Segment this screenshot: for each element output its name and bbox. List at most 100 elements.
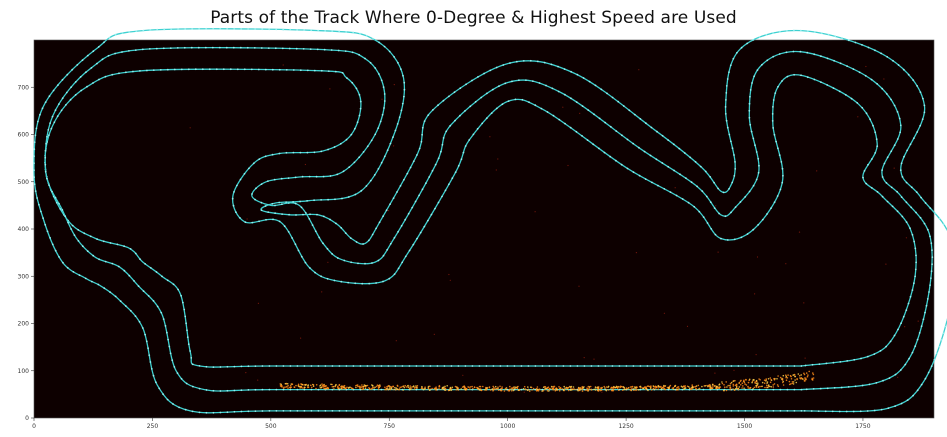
track-point <box>806 30 809 32</box>
track-point <box>92 254 95 257</box>
track-point <box>331 410 334 412</box>
speed-point <box>776 384 779 386</box>
track-point <box>233 410 236 413</box>
track-point <box>124 305 127 307</box>
speed-point <box>704 385 707 387</box>
track-point <box>288 47 291 50</box>
track-point <box>34 190 37 193</box>
y-tick-label: 100 <box>18 368 30 375</box>
track-point <box>893 334 896 337</box>
track-point <box>875 138 878 141</box>
speed-point <box>435 386 437 389</box>
track-point <box>57 84 59 86</box>
noise-point <box>393 145 395 147</box>
track-point <box>146 69 148 72</box>
track-point <box>649 154 652 157</box>
track-point <box>724 215 727 218</box>
speed-point <box>763 379 766 382</box>
track-point <box>793 365 796 367</box>
track-point <box>709 176 712 178</box>
speed-point <box>514 387 517 389</box>
speed-point <box>563 388 566 391</box>
track-point <box>285 201 287 204</box>
speed-point <box>352 387 354 390</box>
track-point <box>881 176 884 178</box>
track-point <box>310 388 313 391</box>
speed-point <box>724 386 726 389</box>
speed-point <box>790 378 793 380</box>
speed-point <box>607 389 610 391</box>
track-point <box>354 193 357 196</box>
speed-point <box>777 385 780 388</box>
speed-point <box>429 388 431 391</box>
speed-point <box>808 370 810 373</box>
track-point <box>588 80 591 83</box>
track-point <box>688 410 691 412</box>
speed-point <box>438 388 440 390</box>
track-point <box>655 158 658 161</box>
track-point <box>866 355 869 358</box>
speed-point <box>559 386 562 389</box>
track-point <box>515 60 518 63</box>
track-point <box>883 162 886 165</box>
speed-point <box>691 388 693 391</box>
speed-point <box>793 373 796 376</box>
noise-point <box>395 340 397 342</box>
track-point <box>406 172 409 175</box>
track-point <box>198 27 201 30</box>
track-point <box>375 227 377 230</box>
track-point <box>716 410 719 412</box>
track-point <box>725 92 728 94</box>
track-point <box>404 255 407 258</box>
track-point <box>33 148 36 151</box>
track-point <box>198 411 201 414</box>
track-point <box>243 172 246 175</box>
track-point <box>726 78 729 80</box>
speed-point <box>794 375 796 378</box>
speed-point <box>402 385 404 388</box>
speed-point <box>744 383 746 385</box>
track-point <box>793 29 795 32</box>
track-point <box>672 143 675 146</box>
track-point <box>506 365 509 367</box>
track-point <box>900 196 903 199</box>
speed-point <box>394 386 396 389</box>
track-point <box>324 365 327 367</box>
track-point <box>746 233 749 235</box>
speed-point <box>782 374 785 377</box>
track-point <box>820 32 823 35</box>
track-point <box>128 31 131 33</box>
track-point <box>341 197 343 200</box>
track-point <box>54 249 57 252</box>
track-point <box>299 69 302 72</box>
track-point <box>268 28 271 31</box>
track-point <box>541 410 544 412</box>
track-point <box>734 206 737 209</box>
track-point <box>380 79 383 82</box>
track-point <box>185 322 188 325</box>
speed-point <box>416 387 418 389</box>
track-point <box>681 198 684 200</box>
track-point <box>673 169 675 172</box>
track-point <box>930 365 933 368</box>
track-point <box>748 102 751 105</box>
speed-point <box>421 387 424 390</box>
speed-point <box>617 386 619 388</box>
track-point <box>694 161 697 163</box>
track-point <box>117 265 120 268</box>
track-point <box>240 28 243 30</box>
speed-point <box>610 387 612 390</box>
track-point <box>887 407 890 409</box>
noise-point <box>755 354 757 356</box>
track-point <box>77 240 80 242</box>
track-point <box>778 154 781 157</box>
track-point <box>61 97 64 100</box>
track-point <box>194 68 197 71</box>
speed-point <box>615 385 618 388</box>
speed-point <box>785 376 787 379</box>
track-point <box>271 153 274 156</box>
track-point <box>267 47 270 49</box>
track-point <box>706 222 709 224</box>
track-point <box>184 315 187 318</box>
speed-point <box>542 389 545 392</box>
